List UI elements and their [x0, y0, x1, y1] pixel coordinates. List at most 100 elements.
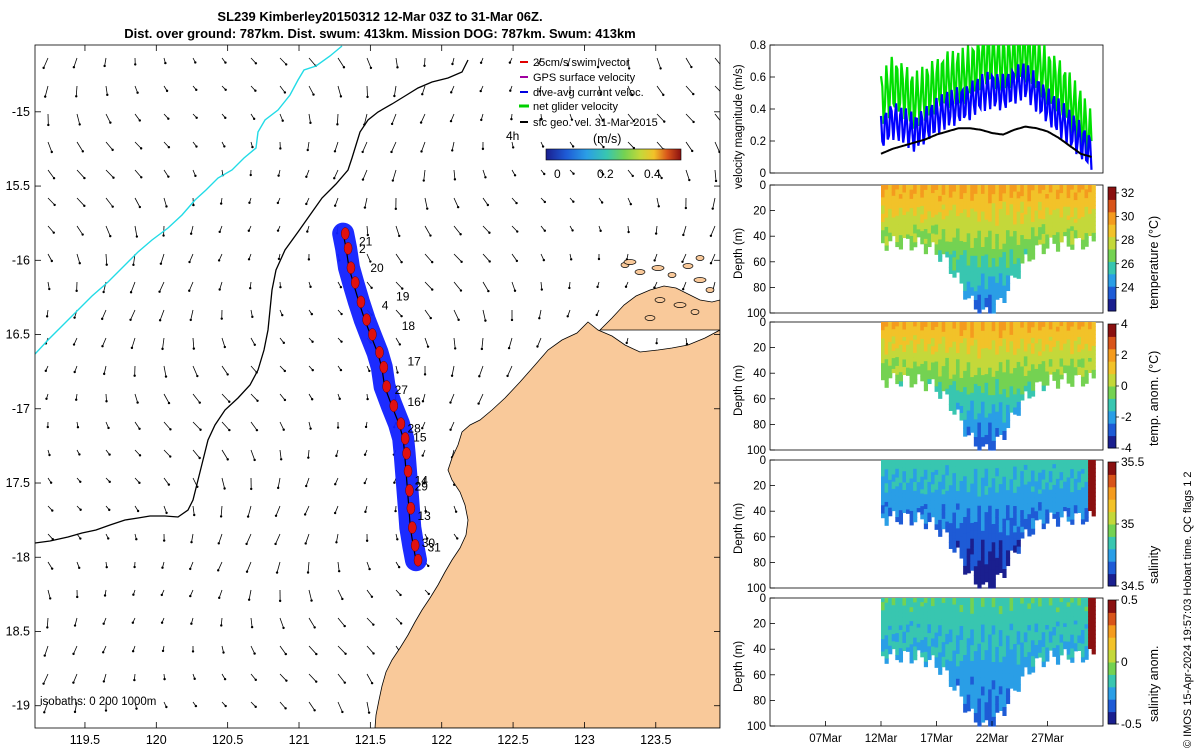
- section-cell: [923, 504, 929, 510]
- section-cell: [1034, 489, 1039, 495]
- section-cell: [945, 231, 950, 237]
- arrow-head: [101, 651, 105, 654]
- current-arrow: [421, 393, 426, 403]
- section-cell: [955, 666, 961, 674]
- section-cell: [898, 616, 904, 622]
- section-cell: [970, 660, 975, 670]
- arrow-shaft: [250, 421, 258, 431]
- section-cell: [884, 602, 889, 608]
- section-cell: [963, 703, 968, 713]
- current-arrow: [394, 197, 398, 211]
- section-cell: [891, 626, 896, 632]
- section-cell: [998, 394, 1003, 403]
- arrow-head: [112, 176, 115, 179]
- section-cell: [1077, 463, 1082, 469]
- section-cell: [977, 487, 982, 498]
- arrow-shaft: [364, 197, 368, 208]
- section-cell: [952, 361, 957, 369]
- section-cell: [988, 616, 993, 627]
- section-cell: [927, 512, 932, 518]
- current-arrow: [105, 197, 114, 208]
- section-cell: [991, 258, 996, 268]
- section-cell: [1016, 244, 1021, 253]
- current-arrow: [221, 141, 226, 148]
- section-cell: [1055, 493, 1061, 499]
- section-cell: [1045, 367, 1050, 373]
- section-cell: [977, 431, 982, 442]
- section-cell: [991, 395, 996, 405]
- section-cell: [1077, 322, 1082, 327]
- section-cell: [923, 479, 929, 486]
- section-cell: [991, 652, 996, 663]
- swim-vector: [346, 261, 356, 274]
- arrow-head: [50, 567, 54, 570]
- section-cell: [909, 478, 914, 484]
- section-cell: [895, 503, 900, 509]
- section-cell: [1038, 322, 1043, 327]
- section-cell: [909, 492, 914, 498]
- section-cell: [1045, 491, 1050, 497]
- section-cell: [884, 185, 889, 191]
- section-cell: [963, 557, 968, 567]
- current-arrow: [337, 85, 343, 98]
- section-cell: [952, 663, 957, 671]
- section-cell: [1016, 348, 1021, 356]
- section-cell: [913, 229, 918, 235]
- section-cell: [955, 402, 961, 410]
- island: [695, 255, 705, 261]
- section-cell: [923, 508, 929, 515]
- arrow-head: [397, 565, 401, 569]
- current-arrow: [274, 505, 281, 517]
- section-cell: [888, 322, 893, 327]
- section-cell: [991, 422, 996, 433]
- section-cell: [902, 192, 907, 197]
- section-cell: [948, 366, 954, 374]
- day-label-17: 17: [407, 355, 421, 369]
- current-arrow: [421, 85, 426, 96]
- arrow-head: [108, 508, 111, 512]
- arrow-head: [537, 62, 540, 65]
- section-cell: [1034, 472, 1039, 478]
- arrow-shaft: [304, 505, 310, 515]
- section-cell: [980, 322, 986, 332]
- arrow-head: [162, 234, 165, 237]
- section-cell: [1002, 389, 1007, 399]
- section-cell: [902, 609, 907, 614]
- section-cell: [884, 460, 889, 466]
- section-cell: [884, 226, 889, 233]
- section-cell: [909, 506, 914, 512]
- arrow-shaft: [279, 57, 287, 65]
- section-cell: [977, 469, 982, 479]
- section-cell: [1052, 185, 1057, 190]
- section-cell: [955, 346, 961, 354]
- section-cell: [948, 485, 954, 493]
- section-cell: [1038, 334, 1043, 340]
- arrow-head: [283, 91, 287, 94]
- section-cell: [1002, 606, 1007, 616]
- section-cell: [934, 602, 939, 609]
- colorbar-tick-label: -4: [1121, 441, 1132, 455]
- section-cell: [1034, 511, 1039, 517]
- section-cell: [1009, 334, 1014, 342]
- section-cell: [895, 633, 900, 639]
- section-cell: [945, 639, 950, 645]
- section-cell: [1091, 224, 1096, 230]
- section-cell: [945, 511, 950, 518]
- section-cell: [934, 469, 939, 476]
- section-cell: [916, 355, 921, 360]
- arrow-head: [76, 426, 80, 429]
- section-cell: [955, 610, 961, 618]
- section-cell: [980, 357, 986, 367]
- section-cell: [1023, 185, 1028, 191]
- section-cell: [1005, 535, 1011, 544]
- section-cell: [1055, 336, 1061, 342]
- section-cell: [991, 376, 996, 387]
- colorbar-segment: [1108, 286, 1116, 300]
- section-cell: [1041, 326, 1046, 333]
- section-cell: [1084, 370, 1089, 376]
- section-cell: [1030, 390, 1036, 397]
- section-cell: [1038, 338, 1043, 344]
- section-cell: [916, 460, 921, 465]
- arrow-shaft: [104, 57, 107, 67]
- section-cell: [1005, 520, 1011, 529]
